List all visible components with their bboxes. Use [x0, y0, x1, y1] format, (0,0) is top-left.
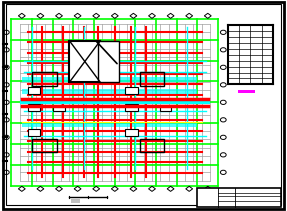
Bar: [139, 139, 164, 152]
Bar: [160, 106, 170, 111]
Bar: [22, 89, 197, 94]
Bar: [32, 139, 57, 152]
Bar: [28, 87, 40, 94]
Bar: [139, 72, 164, 86]
Bar: [98, 41, 119, 82]
Bar: [197, 188, 281, 207]
Bar: [22, 77, 197, 82]
Bar: [125, 129, 137, 136]
Bar: [53, 106, 65, 111]
Bar: [32, 72, 57, 86]
Bar: [28, 104, 40, 111]
Bar: [125, 87, 137, 94]
Bar: [28, 129, 40, 136]
Bar: [22, 122, 197, 127]
Bar: [125, 104, 137, 111]
Bar: [71, 199, 80, 203]
Bar: [238, 90, 255, 93]
Bar: [69, 41, 100, 82]
